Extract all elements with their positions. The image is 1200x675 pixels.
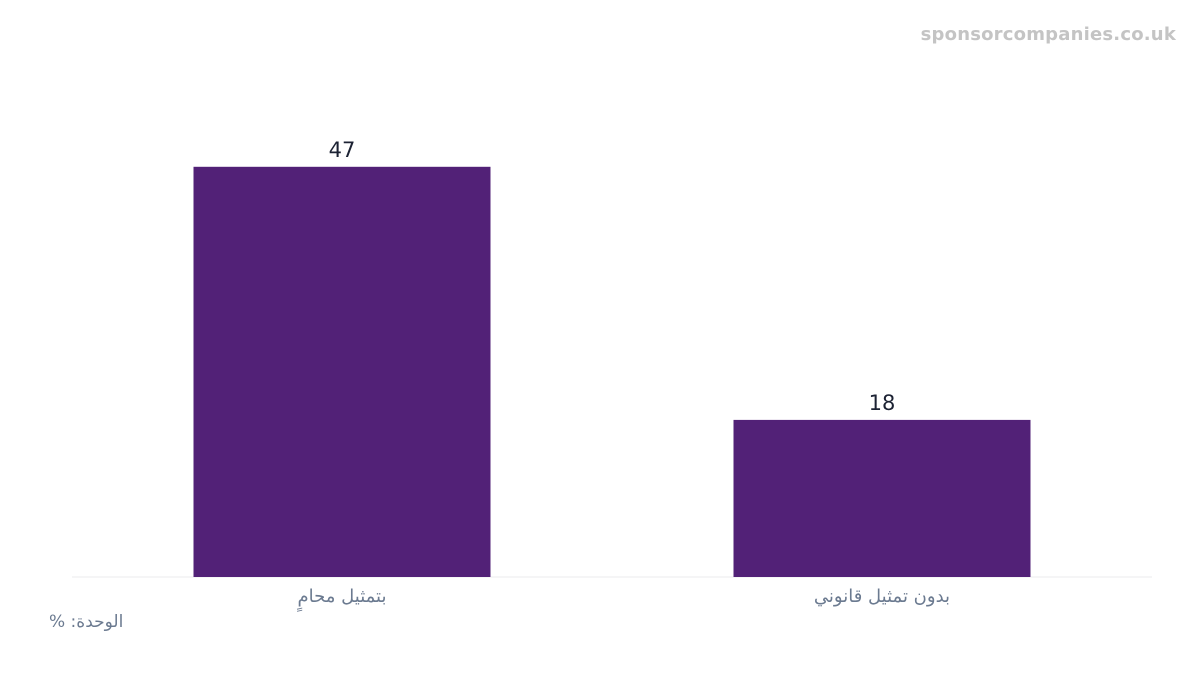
- bar-2: [733, 419, 1031, 577]
- watermark: sponsorcompanies.co.uk: [920, 24, 1176, 45]
- unit-label: الوحدة: %: [49, 612, 124, 632]
- bars-layer: [193, 166, 1031, 578]
- value-label-1: 47: [329, 138, 356, 162]
- category-label-2: بدون تمثيل قانوني: [814, 586, 950, 607]
- labels-layer: 47 بتمثيل محامٍ 18 بدون تمثيل قانوني: [296, 138, 950, 612]
- category-label-1: بتمثيل محامٍ: [296, 586, 386, 612]
- bar-1: [193, 166, 491, 578]
- value-label-2: 18: [869, 391, 896, 415]
